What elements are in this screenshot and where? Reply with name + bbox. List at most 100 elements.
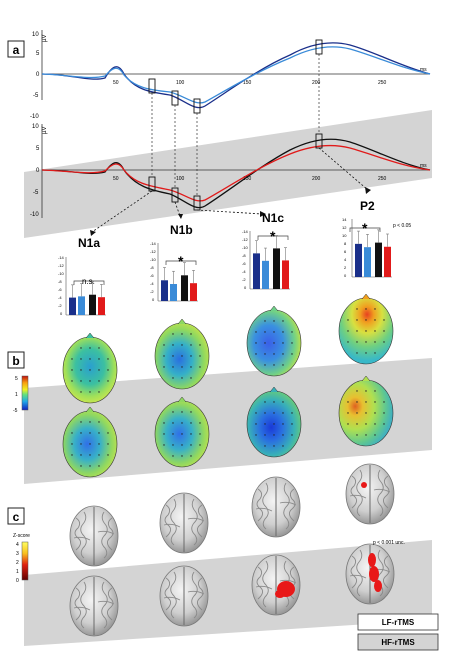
electrode (383, 412, 385, 414)
electrode (365, 412, 367, 414)
electrode (80, 443, 82, 445)
bar-tick: -4 (58, 295, 62, 300)
electrode (282, 320, 284, 322)
electrode (181, 344, 183, 346)
electrode (89, 432, 91, 434)
electrode (273, 342, 275, 344)
electrode (264, 445, 266, 447)
electrode (172, 355, 174, 357)
electrode (71, 443, 73, 445)
electrode (80, 391, 82, 393)
erp-bottom-line-hf-red (41, 144, 431, 202)
bar-tick: -4 (242, 269, 246, 274)
electrode (356, 423, 358, 425)
electrode (80, 380, 82, 382)
erp-top-window-p2 (315, 39, 323, 55)
erp-connectors (151, 54, 320, 196)
electrode (347, 341, 349, 343)
electrode (264, 353, 266, 355)
electrode (255, 434, 257, 436)
p-value-brain: p < 0.001 unc. (373, 540, 405, 546)
electrode (98, 454, 100, 456)
panel-b: b 5 1 -5 (7, 293, 432, 484)
colorbar-b-tick-0: 5 (15, 376, 18, 382)
electrode (356, 319, 358, 321)
electrode (98, 432, 100, 434)
electrode (89, 358, 91, 360)
electrode (163, 422, 165, 424)
electrode (365, 319, 367, 321)
electrode (190, 377, 192, 379)
bar (273, 248, 280, 289)
electrode (365, 434, 367, 436)
erp-bottom-xtick-0: 50 (113, 176, 119, 182)
electrode (98, 347, 100, 349)
electrode (365, 390, 367, 392)
electrode (89, 421, 91, 423)
electrode (181, 366, 183, 368)
erp-top-ytick-4: -10 (30, 114, 39, 120)
bar (89, 294, 96, 315)
electrode (264, 434, 266, 436)
legend-lf-box (357, 613, 439, 631)
electrode (80, 465, 82, 467)
hf-erp-band (24, 110, 432, 238)
bar (170, 284, 177, 301)
title-n1c: N1c (262, 211, 284, 225)
electrode (282, 331, 284, 333)
bar-tick: -6 (150, 273, 154, 278)
electrode (89, 454, 91, 456)
bar (78, 296, 85, 315)
electrode (190, 333, 192, 335)
erp-bottom-ytick-2: 0 (36, 168, 40, 174)
electrode (282, 342, 284, 344)
electrode (190, 422, 192, 424)
panel-b-label: b (12, 354, 19, 368)
erp-top-line-lf-light (41, 46, 431, 104)
electrode (80, 358, 82, 360)
hf-topo-band (24, 358, 432, 484)
electrode (374, 308, 376, 310)
erp-top-xtick-4: 250 (378, 80, 387, 86)
electrode (291, 353, 293, 355)
colorbar-c-tick-4: 0 (16, 578, 19, 584)
bar-ticks-n1a: -14 -12 -10 -8 -6 -4 -2 0 (58, 255, 65, 316)
electrode (80, 421, 82, 423)
electrode (264, 331, 266, 333)
electrode (89, 369, 91, 371)
electrode (282, 364, 284, 366)
electrode (273, 331, 275, 333)
bar-tick: -14 (242, 229, 249, 234)
electrode (71, 432, 73, 434)
sig-n1a: n.s. (82, 277, 95, 286)
erp-bottom-ytick-0: 10 (32, 124, 39, 130)
electrode (71, 380, 73, 382)
electrode (80, 369, 82, 371)
bar-ticks-n1c: -14 -12 -10 -8 -6 -4 -2 0 (242, 229, 249, 290)
electrode (365, 423, 367, 425)
erp-top-window-n1c (193, 98, 201, 114)
electrode (365, 308, 367, 310)
electrode (98, 358, 100, 360)
electrode (172, 444, 174, 446)
electrode (80, 454, 82, 456)
electrode (98, 391, 100, 393)
bar-tick: -8 (58, 279, 62, 284)
bar-tick: -8 (242, 253, 246, 258)
electrode (356, 401, 358, 403)
electrode (374, 390, 376, 392)
brain-lf-p2 (345, 463, 395, 525)
bar-tick: -2 (58, 303, 62, 308)
electrode (199, 433, 201, 435)
erp-top-ytick-0: 10 (32, 32, 39, 38)
bar-tick: -14 (58, 255, 65, 260)
electrode (264, 423, 266, 425)
electrode (291, 342, 293, 344)
erp-top-ytick-3: -5 (33, 93, 39, 99)
colorbar-c-tick-2: 2 (16, 560, 19, 566)
electrode (365, 341, 367, 343)
panel-c-label: c (13, 510, 20, 524)
electrode (273, 412, 275, 414)
colorbar-b (21, 375, 29, 411)
